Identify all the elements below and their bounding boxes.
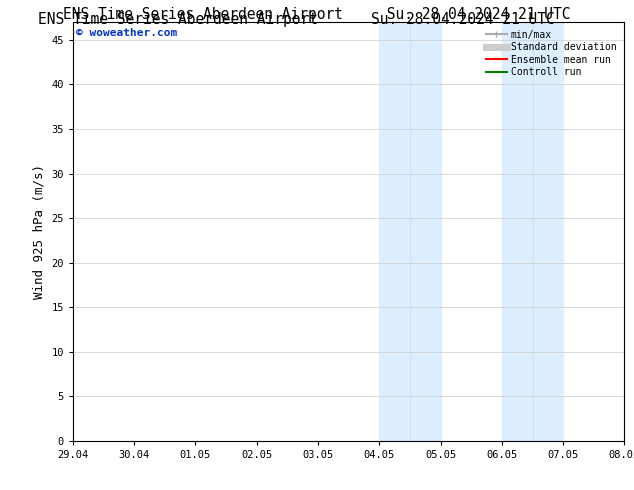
Text: © woweather.com: © woweather.com	[75, 28, 177, 38]
Text: ENS Time Series Aberdeen Airport     Su. 28.04.2024 21 UTC: ENS Time Series Aberdeen Airport Su. 28.…	[63, 7, 571, 23]
Bar	[379, 22, 441, 441]
Text: Su. 28.04.2024 21 UTC: Su. 28.04.2024 21 UTC	[371, 12, 555, 27]
Text: ENS Time Series Aberdeen Airport: ENS Time Series Aberdeen Airport	[37, 12, 318, 27]
Bar	[502, 22, 563, 441]
Y-axis label: Wind 925 hPa (m/s): Wind 925 hPa (m/s)	[33, 164, 46, 299]
Legend: min/max, Standard deviation, Ensemble mean run, Controll run: min/max, Standard deviation, Ensemble me…	[482, 27, 619, 80]
